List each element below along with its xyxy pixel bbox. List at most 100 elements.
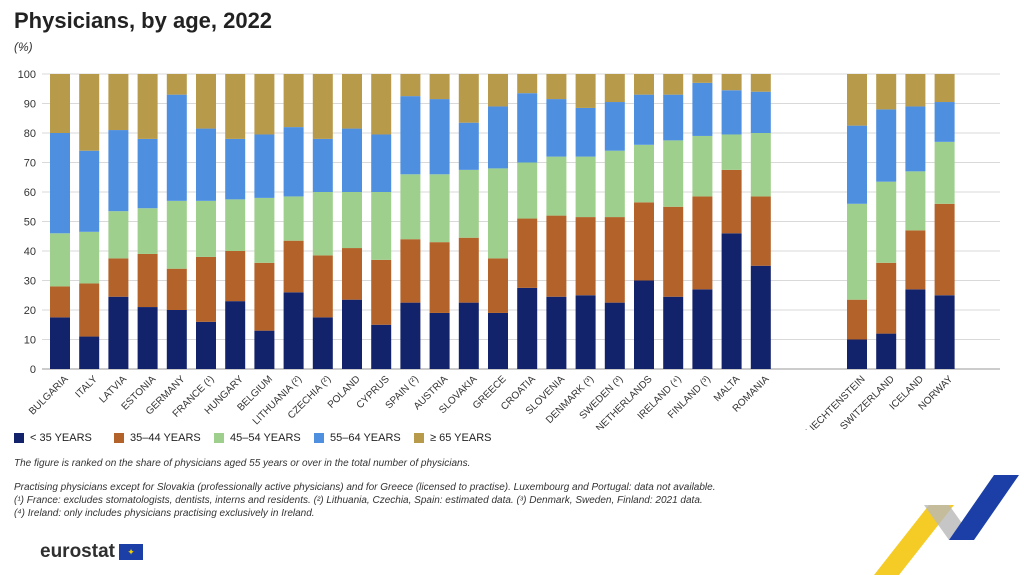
bar-segment xyxy=(166,94,187,201)
bar-segment xyxy=(905,289,926,369)
bar-segment xyxy=(458,122,479,170)
legend: < 35 YEARS 35–44 YEARS 45–54 YEARS 55–64… xyxy=(14,432,514,444)
bar-segment xyxy=(400,74,421,97)
bar-segment xyxy=(283,74,304,128)
bar-segment xyxy=(634,144,654,203)
y-tick-label: 90 xyxy=(24,99,36,111)
bar-segment xyxy=(692,135,713,197)
bar-segment xyxy=(166,200,187,269)
bar-segment xyxy=(546,74,567,100)
bar-segment xyxy=(342,128,362,192)
bar-segment xyxy=(225,199,246,251)
bar-segment xyxy=(546,99,567,157)
bar-segment xyxy=(488,106,508,169)
bar-segment xyxy=(876,109,897,182)
bar-segment xyxy=(934,74,955,103)
legend-label: ≥ 65 YEARS xyxy=(430,432,492,444)
bar-segment xyxy=(905,106,926,172)
bar-segment xyxy=(876,262,897,334)
bar-segment xyxy=(400,96,421,175)
bar-segment xyxy=(847,203,867,300)
legend-label: < 35 YEARS xyxy=(30,432,92,444)
x-tick-label: ITALY xyxy=(73,374,100,401)
bar-segment xyxy=(604,217,625,303)
blue-stripe xyxy=(949,475,1019,540)
bar-segment xyxy=(634,280,654,369)
bar-segment xyxy=(847,74,867,126)
bar-segment xyxy=(50,286,70,318)
bar-segment xyxy=(79,74,100,151)
eurostat-logo: eurostat ✦ xyxy=(40,541,143,563)
bar-segment xyxy=(254,74,275,135)
bar-segment xyxy=(108,296,129,369)
chart-title: Physicians, by age, 2022 xyxy=(14,8,273,33)
bar-segment xyxy=(847,339,867,369)
bar-segment xyxy=(429,99,450,175)
bar-segment xyxy=(692,289,713,369)
bar-segment xyxy=(254,330,275,369)
bar-segment xyxy=(312,317,333,369)
bar-segment xyxy=(663,296,684,369)
bar-segment xyxy=(312,255,333,318)
bar-segment xyxy=(137,74,158,139)
bar-segment xyxy=(458,237,479,303)
bar-segment xyxy=(429,242,450,313)
bar-segment xyxy=(371,259,392,325)
bar-segment xyxy=(934,295,955,369)
bar-segment xyxy=(750,265,771,369)
bar-segment xyxy=(517,74,538,94)
bar-segment xyxy=(312,192,333,256)
footnote-line-2: (¹) France: excludes stomatologists, den… xyxy=(14,495,703,506)
bar-segment xyxy=(847,125,867,204)
bar-segment xyxy=(663,140,684,207)
bar-segment xyxy=(429,74,450,100)
bar-segment xyxy=(312,138,333,192)
y-tick-label: 0 xyxy=(30,364,36,376)
bar-segment xyxy=(342,74,362,129)
bar-segment xyxy=(283,127,304,197)
bar-segment xyxy=(137,307,158,369)
bar-segment xyxy=(79,283,100,337)
bar-segment xyxy=(137,208,158,254)
bar-segment xyxy=(225,301,246,369)
bar-segment xyxy=(79,336,100,369)
bar-segment xyxy=(458,302,479,369)
bar-segment xyxy=(488,312,508,369)
bar-segment xyxy=(575,156,596,218)
bar-segment xyxy=(196,74,216,129)
bar-segment xyxy=(488,258,508,313)
y-tick-label: 60 xyxy=(24,187,36,199)
footnote-line-3: (⁴) Ireland: only includes physicians pr… xyxy=(14,508,315,519)
bar-segment xyxy=(750,133,771,197)
bar-segment xyxy=(429,174,450,243)
ranking-note: The figure is ranked on the share of phy… xyxy=(14,458,471,469)
bar-segment xyxy=(604,74,625,103)
bar-segment xyxy=(108,258,129,297)
legend-label: 45–54 YEARS xyxy=(230,432,301,444)
bar-segment xyxy=(546,296,567,369)
bar-segment xyxy=(575,217,596,296)
bar-segment xyxy=(371,134,392,192)
bar-segment xyxy=(166,310,187,369)
bar-segment xyxy=(342,192,362,249)
bar-segment xyxy=(225,138,246,200)
bar-segment xyxy=(166,268,187,310)
bar-segment xyxy=(575,74,596,108)
bar-segment xyxy=(108,74,129,131)
bar-segment xyxy=(196,256,216,322)
legend-item: ≥ 65 YEARS xyxy=(414,432,514,444)
bar-segment xyxy=(604,102,625,151)
bar-segment xyxy=(750,91,771,133)
footnote-line-1: Practising physicians except for Slovaki… xyxy=(14,482,716,493)
bar-segment xyxy=(166,74,187,95)
y-tick-label: 80 xyxy=(24,128,36,140)
bar-segment xyxy=(371,74,392,135)
y-tick-label: 10 xyxy=(24,335,36,347)
bar-segment xyxy=(876,181,897,263)
bar-segment xyxy=(546,215,567,297)
legend-item: < 35 YEARS xyxy=(14,432,114,444)
bar-segment xyxy=(663,206,684,297)
bar-segment xyxy=(254,197,275,263)
bar-segment xyxy=(663,74,684,95)
bar-segment xyxy=(517,218,538,288)
